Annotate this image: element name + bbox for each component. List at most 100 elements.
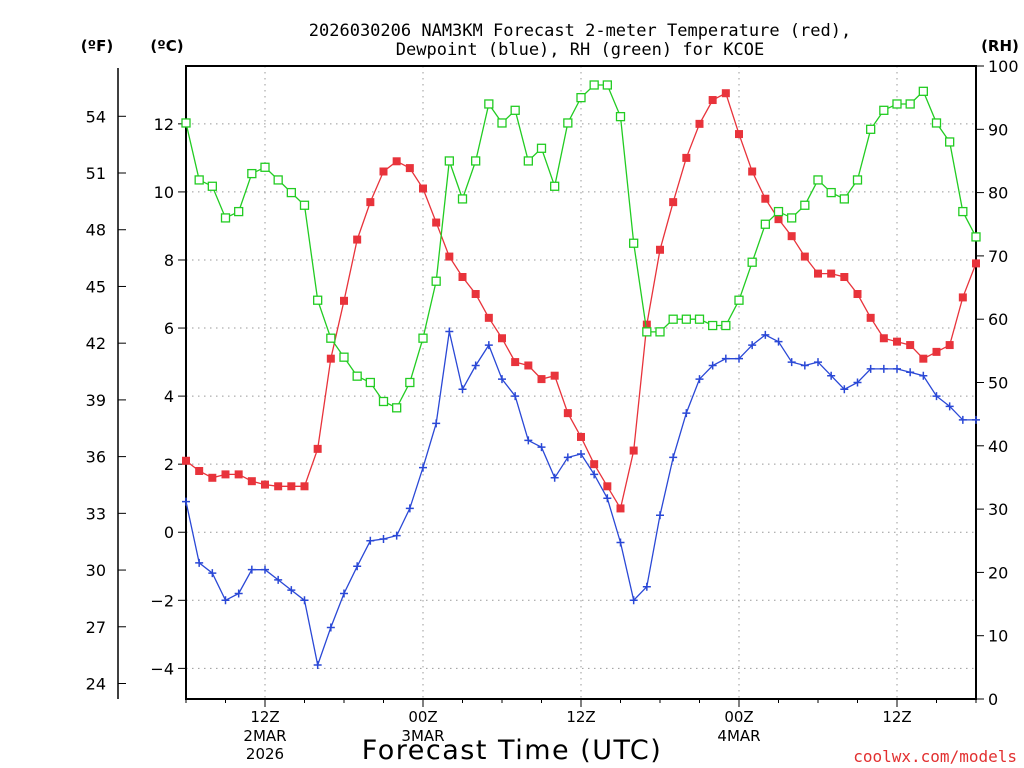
rh-tick-label: 100 <box>988 57 1019 76</box>
dewpoint-point <box>893 364 901 373</box>
rh-point <box>615 111 626 122</box>
dewpoint-point <box>392 531 401 540</box>
rh-point <box>839 194 849 204</box>
2-meter-temperature-point <box>300 482 309 491</box>
dewpoint-point <box>353 562 362 571</box>
dewpoint-point <box>195 558 204 567</box>
dewpoint-point <box>379 535 388 544</box>
2-meter-temperature-point <box>669 198 678 207</box>
rh-tick-label: 80 <box>988 184 1008 203</box>
credit-text: coolwx.com/models <box>853 747 1017 766</box>
rh-point <box>681 314 691 324</box>
dewpoint-point <box>484 341 493 350</box>
rh-point <box>207 181 217 191</box>
unit-label-celsius: (ºC) <box>150 37 183 55</box>
2-meter-temperature-point <box>682 153 691 162</box>
fahrenheit-tick-label: 48 <box>86 221 106 240</box>
dewpoint-point <box>340 589 348 598</box>
rh-point <box>352 371 362 381</box>
rh-point <box>694 314 705 324</box>
fahrenheit-tick-label: 30 <box>86 561 106 580</box>
2-meter-temperature-point <box>945 341 954 350</box>
2-meter-temperature-point <box>761 194 770 203</box>
dewpoint-point <box>761 330 770 339</box>
rh-point <box>708 320 718 331</box>
2-meter-temperature-point <box>814 269 822 278</box>
rh-point <box>826 187 836 198</box>
rh-point <box>892 99 902 109</box>
dewpoint-point <box>629 596 638 605</box>
x-tick-label: 00Z <box>724 708 753 726</box>
2-meter-temperature-point <box>787 232 796 241</box>
dewpoint-point <box>708 361 717 370</box>
2-meter-temperature-point <box>234 470 243 479</box>
x-axis-title: Forecast Time (UTC) <box>362 735 663 766</box>
2-meter-temperature-point <box>932 347 941 356</box>
2-meter-temperature-point <box>537 375 546 384</box>
rh-point <box>721 320 731 331</box>
dewpoint-point <box>537 443 546 452</box>
chart-title-line-2: Dewpoint (blue), RH (green) for KCOE <box>396 40 764 60</box>
dewpoint-point <box>945 402 954 411</box>
rh-point <box>220 213 231 223</box>
2-meter-temperature-point <box>708 96 717 105</box>
2-meter-temperature-point <box>642 320 651 329</box>
dewpoint-point <box>458 385 467 394</box>
rh-point <box>497 118 507 128</box>
2-meter-temperature-point <box>972 259 980 268</box>
dewpoint-point <box>313 660 322 669</box>
2-meter-temperature-point <box>419 184 427 193</box>
2-meter-temperature-point <box>827 269 836 278</box>
2-meter-temperature-point <box>511 358 520 367</box>
2-meter-temperature-point <box>379 167 388 176</box>
rh-point <box>181 118 191 128</box>
2-meter-temperature-point <box>274 482 283 491</box>
rh-point <box>866 124 876 134</box>
rh-point <box>773 206 784 217</box>
2-meter-temperature-point <box>748 167 757 176</box>
rh-point <box>576 93 586 103</box>
rh-tick-label: 60 <box>988 310 1008 329</box>
2-meter-temperature-point <box>221 470 230 479</box>
dewpoint-point <box>590 470 599 479</box>
dewpoint-point <box>919 371 928 380</box>
x-tick-label: 00Z <box>408 708 437 726</box>
dewpoint-point <box>800 361 809 370</box>
2-meter-temperature-point <box>656 245 664 254</box>
dewpoint-point <box>234 589 243 598</box>
dewpoint-point <box>366 536 375 545</box>
dewpoint-point <box>261 565 269 574</box>
dewpoint-point <box>656 511 664 520</box>
dewpoint-point <box>498 375 506 384</box>
dewpoint-point <box>419 463 427 472</box>
x-tick-label: 12Z <box>882 708 911 726</box>
rh-point <box>747 257 757 267</box>
rh-point <box>194 175 204 185</box>
dewpoint-point <box>827 371 836 380</box>
2-meter-temperature-point <box>326 354 335 363</box>
celsius-tick-label: 2 <box>164 455 174 474</box>
rh-tick-label: 50 <box>988 374 1008 393</box>
2-meter-temperature-point <box>313 444 322 453</box>
dewpoint-point <box>879 364 888 373</box>
dewpoint-point <box>814 358 822 367</box>
rh-tick-label: 20 <box>988 563 1008 582</box>
rh-point <box>813 175 823 185</box>
dewpoint-point <box>682 409 691 418</box>
rh-point <box>431 276 441 286</box>
dewpoint-point <box>669 453 678 462</box>
celsius-tick-label: 4 <box>164 387 174 406</box>
rh-point <box>589 80 599 90</box>
x-tick-date-label: 3MAR <box>401 727 444 745</box>
celsius-tick-label: 8 <box>164 251 174 270</box>
dewpoint-point <box>866 364 875 373</box>
dewpoint-point <box>721 354 730 363</box>
dewpoint-point <box>405 504 414 513</box>
rh-point <box>536 143 547 153</box>
rh-point <box>550 181 560 191</box>
dewpoint-point <box>774 337 783 346</box>
2-meter-temperature-point <box>366 198 375 207</box>
rh-point <box>286 187 296 198</box>
rh-point <box>852 175 863 185</box>
rh-point <box>405 377 415 388</box>
